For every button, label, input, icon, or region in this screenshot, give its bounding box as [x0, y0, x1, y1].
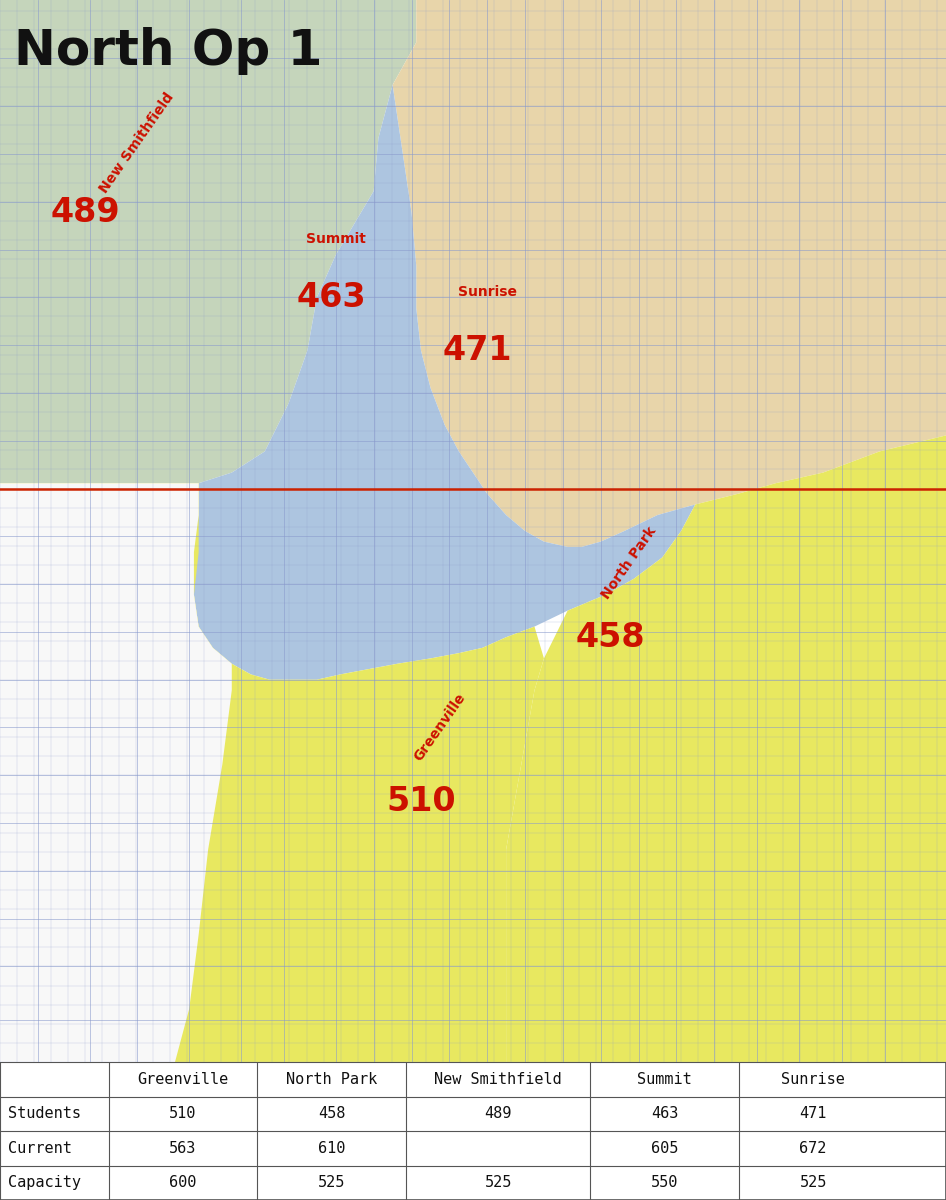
Text: 672: 672 — [799, 1141, 827, 1156]
Text: 510: 510 — [386, 785, 456, 818]
Polygon shape — [0, 484, 544, 1062]
Polygon shape — [0, 0, 416, 484]
Text: 489: 489 — [50, 196, 120, 229]
Text: New Smithfield: New Smithfield — [434, 1072, 562, 1087]
Text: Greenville: Greenville — [412, 691, 468, 764]
Text: Summit: Summit — [638, 1072, 692, 1087]
Text: 471: 471 — [443, 334, 513, 367]
Text: 463: 463 — [651, 1106, 678, 1121]
Text: Summit: Summit — [306, 232, 366, 246]
Text: 525: 525 — [484, 1175, 512, 1190]
Polygon shape — [506, 436, 946, 1062]
Text: Greenville: Greenville — [137, 1072, 229, 1087]
Text: 563: 563 — [169, 1141, 197, 1156]
Text: North Op 1: North Op 1 — [14, 26, 323, 74]
Polygon shape — [393, 0, 946, 547]
Text: North Park: North Park — [286, 1072, 377, 1087]
Text: 605: 605 — [651, 1141, 678, 1156]
Text: Capacity: Capacity — [8, 1175, 80, 1190]
Text: Sunrise: Sunrise — [458, 286, 517, 299]
Text: New Smithfield: New Smithfield — [97, 91, 177, 196]
Text: 471: 471 — [799, 1106, 827, 1121]
Text: 525: 525 — [799, 1175, 827, 1190]
Text: Sunrise: Sunrise — [781, 1072, 845, 1087]
Text: 489: 489 — [484, 1106, 512, 1121]
Text: 458: 458 — [318, 1106, 345, 1121]
Polygon shape — [194, 85, 695, 679]
Text: 610: 610 — [318, 1141, 345, 1156]
Text: 525: 525 — [318, 1175, 345, 1190]
Polygon shape — [0, 484, 232, 1062]
Text: North Park: North Park — [599, 524, 659, 601]
Text: Students: Students — [8, 1106, 80, 1121]
Text: Current: Current — [8, 1141, 72, 1156]
Text: 510: 510 — [169, 1106, 197, 1121]
Text: 458: 458 — [575, 620, 645, 654]
Text: 463: 463 — [296, 281, 366, 314]
Text: 550: 550 — [651, 1175, 678, 1190]
Text: 600: 600 — [169, 1175, 197, 1190]
